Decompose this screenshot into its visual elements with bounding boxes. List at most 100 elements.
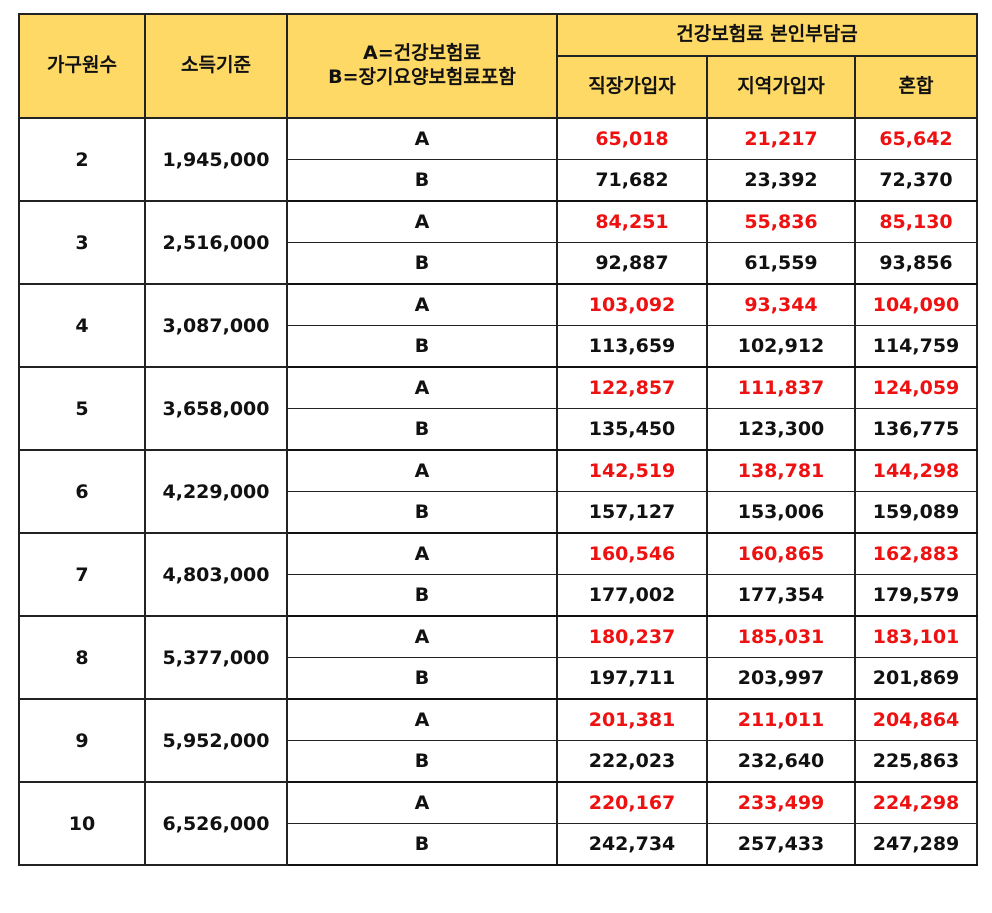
table-row: B 177,002 177,354 179,579	[19, 574, 978, 617]
type-a-label: A	[286, 283, 558, 326]
income-cell: 6,526,000	[144, 781, 288, 866]
type-a-label: A	[286, 532, 558, 575]
a-employee-value: 180,237	[556, 615, 708, 658]
header-income: 소득기준	[144, 13, 288, 119]
table-row: 9 5,952,000 A 201,381 211,011 204,864	[18, 698, 978, 783]
a-regional-value: 93,344	[706, 283, 856, 326]
table-row: 2 1,945,000 A 65,018 21,217 65,642	[18, 117, 978, 202]
type-a-label: A	[286, 117, 558, 160]
type-a-label: A	[286, 781, 558, 824]
a-mixed-value: 104,090	[854, 283, 978, 326]
type-b-label: B	[286, 159, 558, 202]
income-cell: 3,087,000	[144, 283, 288, 368]
table-row: B 157,127 153,006 159,089	[19, 491, 978, 534]
b-regional-value: 61,559	[706, 242, 856, 285]
income-cell: 2,516,000	[144, 200, 288, 285]
income-cell: 4,229,000	[144, 449, 288, 534]
a-employee-value: 103,092	[556, 283, 708, 326]
a-regional-value: 21,217	[706, 117, 856, 160]
type-a-label: A	[286, 698, 558, 741]
members-cell: 9	[18, 698, 146, 783]
table-body: 2 1,945,000 A 65,018 21,217 65,642 B 71,682 23,3…	[18, 117, 978, 866]
b-mixed-value: 225,863	[854, 740, 978, 783]
table-row: 6 4,229,000 A 142,519 138,781 144,298	[18, 449, 978, 534]
b-employee-value: 177,002	[556, 574, 708, 617]
b-employee-value: 71,682	[556, 159, 708, 202]
table-row: 8 5,377,000 A 180,237 185,031 183,101	[18, 615, 978, 700]
a-mixed-value: 224,298	[854, 781, 978, 824]
table-row: B 113,659 102,912 114,759	[19, 325, 978, 368]
b-mixed-value: 72,370	[854, 159, 978, 202]
table-row: B 222,023 232,640 225,863	[19, 740, 978, 783]
income-cell: 1,945,000	[144, 117, 288, 202]
members-cell: 8	[18, 615, 146, 700]
type-a-label: A	[286, 615, 558, 658]
header-members: 가구원수	[18, 13, 146, 119]
a-mixed-value: 85,130	[854, 200, 978, 243]
b-regional-value: 257,433	[706, 823, 856, 866]
b-employee-value: 113,659	[556, 325, 708, 368]
b-regional-value: 153,006	[706, 491, 856, 534]
legend-b: B=장기요양보험료포함	[328, 66, 516, 88]
b-employee-value: 222,023	[556, 740, 708, 783]
b-mixed-value: 114,759	[854, 325, 978, 368]
type-b-label: B	[286, 325, 558, 368]
a-regional-value: 185,031	[706, 615, 856, 658]
table-row: B 197,711 203,997 201,869	[19, 657, 978, 700]
a-mixed-value: 144,298	[854, 449, 978, 492]
a-regional-value: 55,836	[706, 200, 856, 243]
premium-table: 가구원수 소득기준 A=건강보험료 B=장기요양보험료포함 건강보험료 본인부담…	[18, 13, 978, 866]
table-row: B 242,734 257,433 247,289	[19, 823, 978, 866]
members-cell: 10	[18, 781, 146, 866]
b-regional-value: 123,300	[706, 408, 856, 451]
a-employee-value: 201,381	[556, 698, 708, 741]
members-cell: 4	[18, 283, 146, 368]
b-mixed-value: 201,869	[854, 657, 978, 700]
a-employee-value: 65,018	[556, 117, 708, 160]
b-employee-value: 197,711	[556, 657, 708, 700]
type-b-label: B	[286, 491, 558, 534]
b-employee-value: 135,450	[556, 408, 708, 451]
a-employee-value: 220,167	[556, 781, 708, 824]
table-row: 3 2,516,000 A 84,251 55,836 85,130	[18, 200, 978, 285]
a-employee-value: 122,857	[556, 366, 708, 409]
header-premium-group: 건강보험료 본인부담금	[556, 13, 978, 57]
b-regional-value: 203,997	[706, 657, 856, 700]
header-regional: 지역가입자	[706, 55, 856, 119]
type-a-label: A	[286, 449, 558, 492]
income-cell: 4,803,000	[144, 532, 288, 617]
type-b-label: B	[286, 657, 558, 700]
a-mixed-value: 204,864	[854, 698, 978, 741]
b-employee-value: 242,734	[556, 823, 708, 866]
members-cell: 5	[18, 366, 146, 451]
table-row: B 92,887 61,559 93,856	[19, 242, 978, 285]
a-mixed-value: 162,883	[854, 532, 978, 575]
type-b-label: B	[286, 408, 558, 451]
header-employee: 직장가입자	[556, 55, 708, 119]
members-cell: 7	[18, 532, 146, 617]
a-mixed-value: 124,059	[854, 366, 978, 409]
members-cell: 3	[18, 200, 146, 285]
members-cell: 2	[18, 117, 146, 202]
type-b-label: B	[286, 574, 558, 617]
legend-a: A=건강보험료	[362, 42, 482, 65]
a-employee-value: 160,546	[556, 532, 708, 575]
b-regional-value: 232,640	[706, 740, 856, 783]
b-employee-value: 92,887	[556, 242, 708, 285]
b-mixed-value: 179,579	[854, 574, 978, 617]
b-mixed-value: 159,089	[854, 491, 978, 534]
b-regional-value: 177,354	[706, 574, 856, 617]
income-cell: 3,658,000	[144, 366, 288, 451]
a-employee-value: 84,251	[556, 200, 708, 243]
a-employee-value: 142,519	[556, 449, 708, 492]
b-mixed-value: 247,289	[854, 823, 978, 866]
a-regional-value: 138,781	[706, 449, 856, 492]
a-regional-value: 211,011	[706, 698, 856, 741]
b-mixed-value: 136,775	[854, 408, 978, 451]
type-b-label: B	[286, 823, 558, 866]
type-a-label: A	[286, 366, 558, 409]
type-b-label: B	[286, 740, 558, 783]
table-row: B 71,682 23,392 72,370	[19, 159, 978, 202]
type-b-label: B	[286, 242, 558, 285]
table-row: 4 3,087,000 A 103,092 93,344 104,090	[18, 283, 978, 368]
